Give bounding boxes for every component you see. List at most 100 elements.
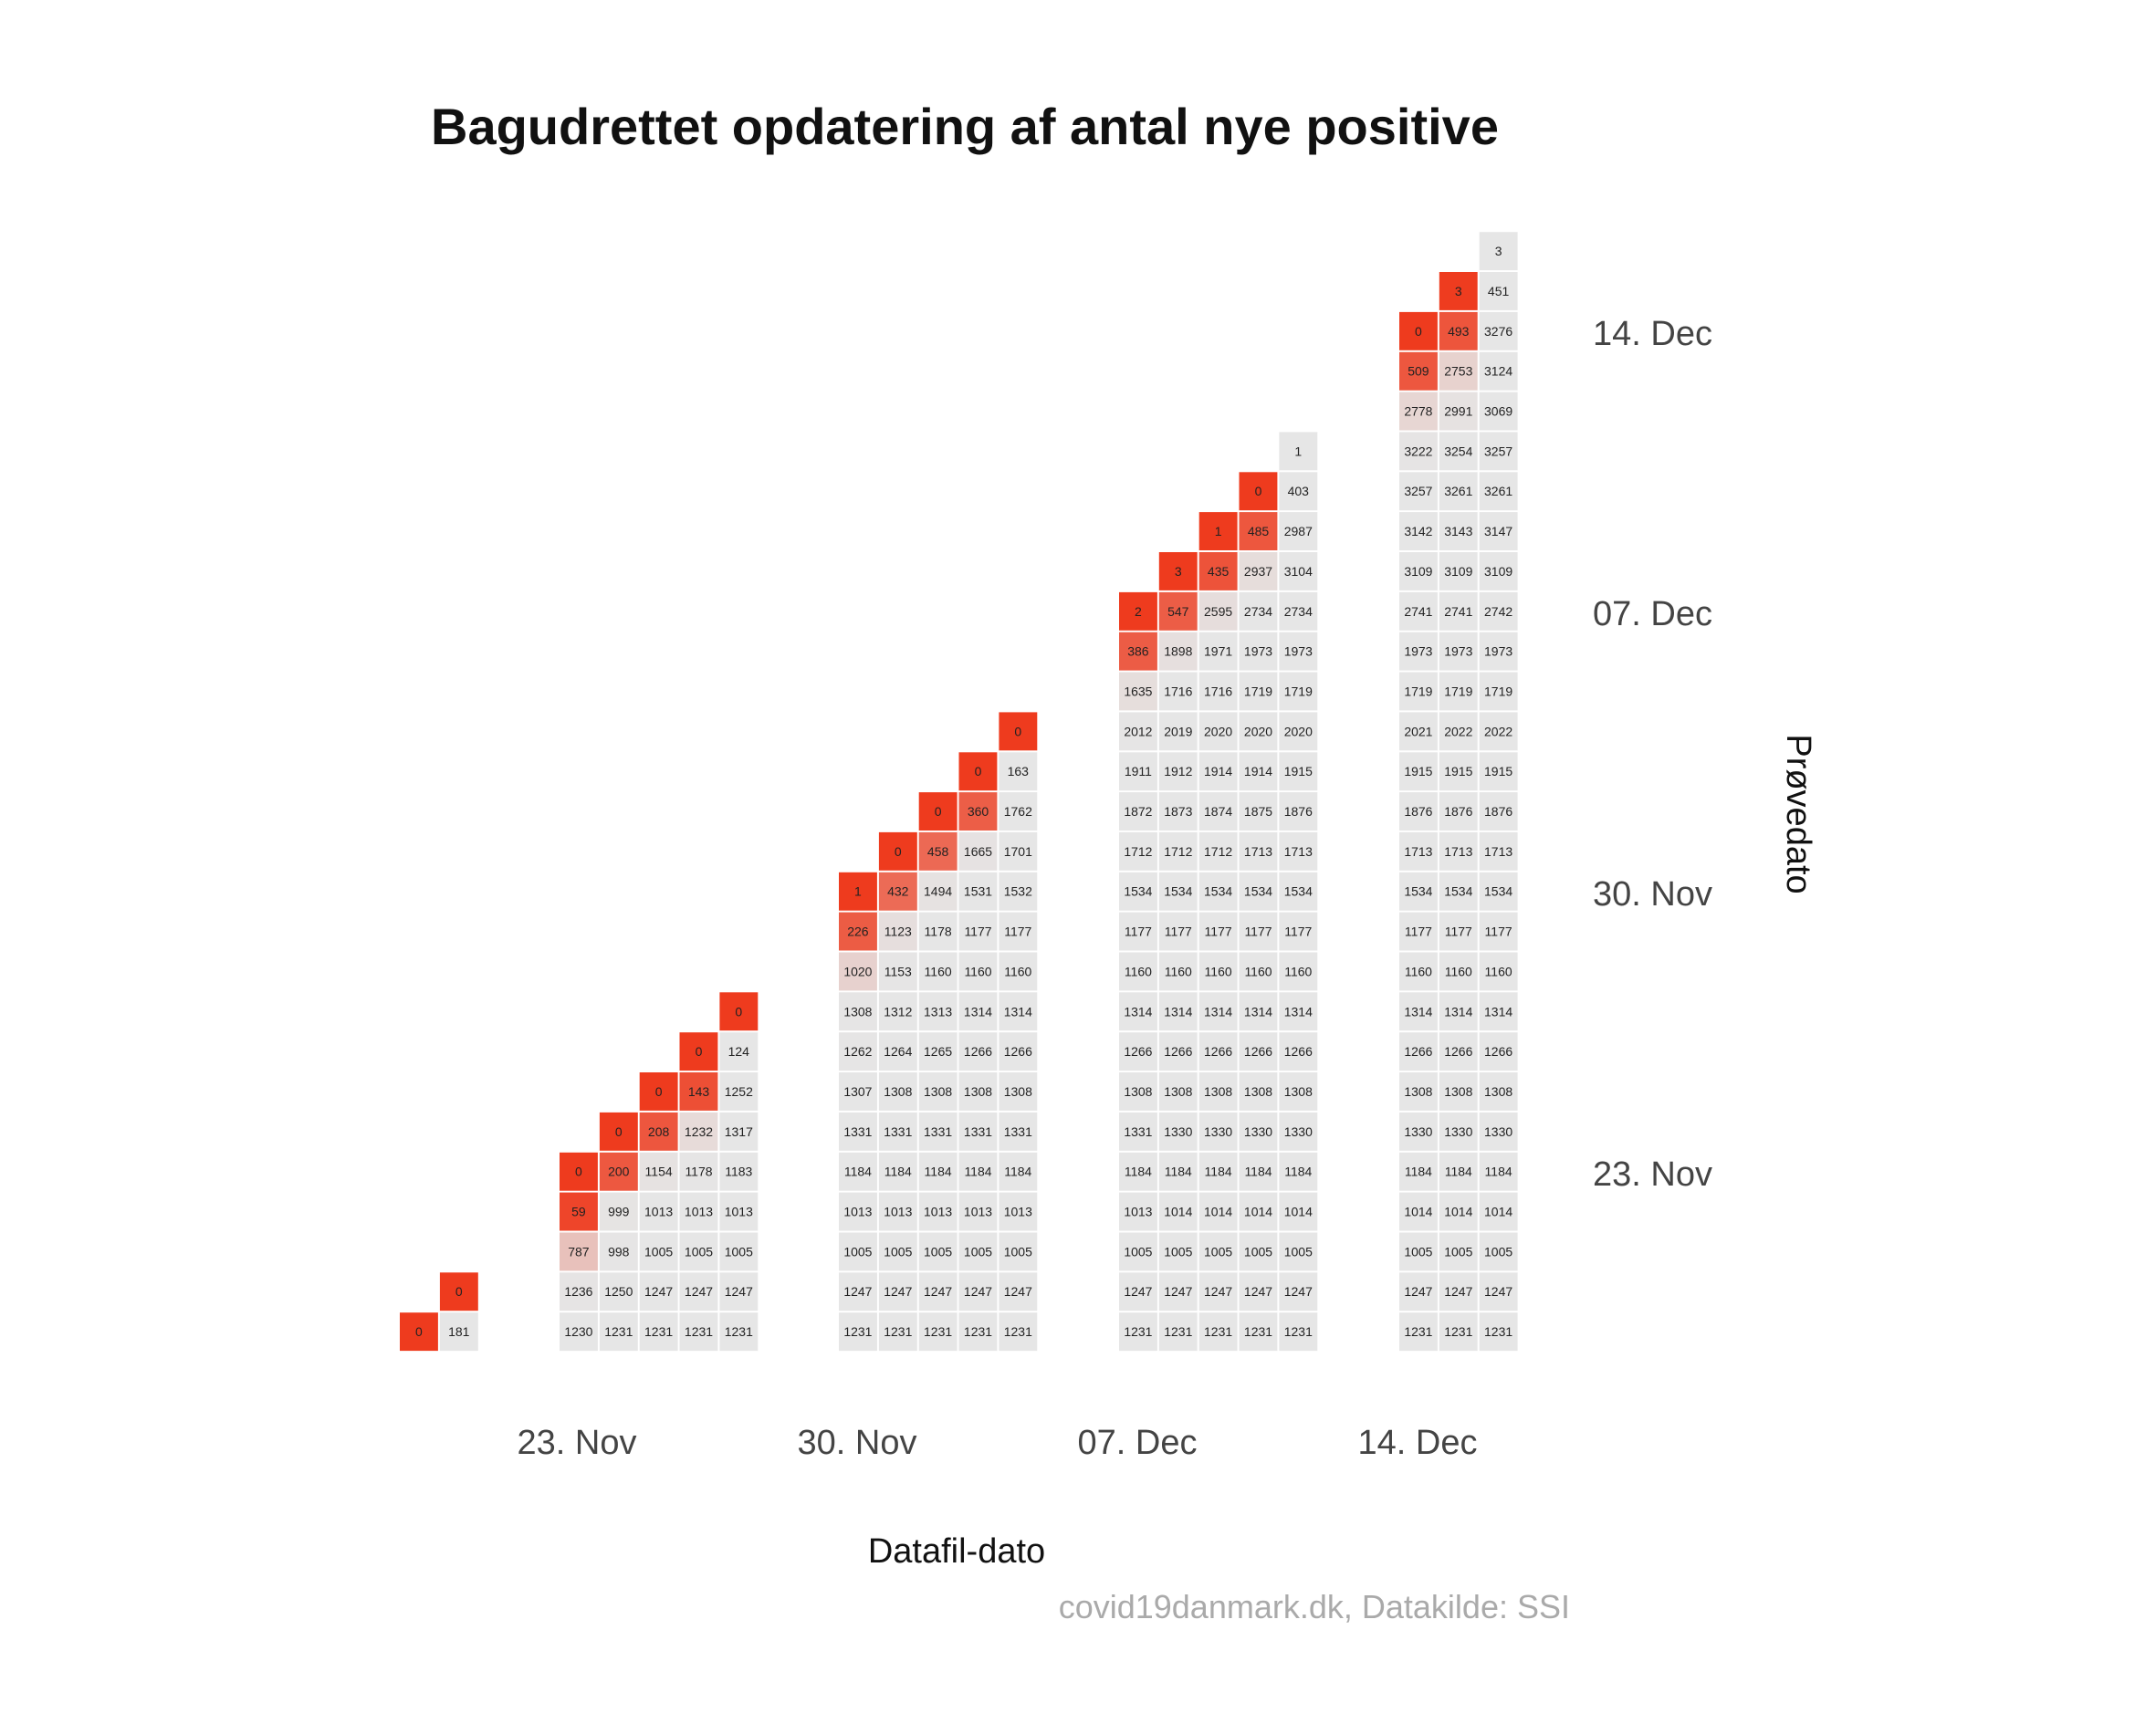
- heatmap-cell: [1119, 1192, 1157, 1231]
- cell-value-label: 0: [415, 1324, 423, 1339]
- cell-value-label: 1872: [1124, 804, 1152, 819]
- cell-value-label: 1160: [1405, 964, 1432, 978]
- y-tick-label: 30. Nov: [1593, 875, 1712, 914]
- cell-value-label: 3257: [1484, 444, 1512, 458]
- heatmap-cell: [1119, 1112, 1157, 1151]
- heatmap-cell: [1399, 872, 1438, 911]
- cell-value-label: 1184: [1405, 1165, 1432, 1179]
- heatmap-cell: [958, 1032, 998, 1071]
- cell-value-label: 1266: [1444, 1044, 1472, 1059]
- heatmap-cell: [1119, 1152, 1157, 1191]
- heatmap-cell: [1119, 712, 1157, 751]
- heatmap-cell: [1439, 712, 1478, 751]
- heatmap-cell: [1158, 1072, 1198, 1111]
- heatmap-cell: [958, 1312, 998, 1352]
- heatmap-cell: [1119, 1272, 1157, 1311]
- cell-value-label: 1231: [1404, 1324, 1432, 1339]
- cell-value-label: 59: [571, 1205, 586, 1219]
- heatmap-cell: [918, 1032, 958, 1071]
- cell-value-label: 1231: [924, 1324, 952, 1339]
- heatmap-cell: [1239, 472, 1278, 511]
- cell-value-label: 0: [696, 1044, 703, 1059]
- heatmap-cell: [1479, 1192, 1518, 1231]
- y-tick-label: 23. Nov: [1593, 1155, 1712, 1194]
- cell-value-label: 2741: [1444, 604, 1472, 619]
- cell-value-label: 1534: [1244, 884, 1272, 899]
- heatmap-cell: [1479, 512, 1518, 550]
- heatmap-cell: [1439, 952, 1478, 991]
- cell-value-label: 2: [1135, 604, 1142, 619]
- cell-value-label: 3: [1175, 564, 1182, 579]
- cell-value-label: 3261: [1444, 484, 1472, 498]
- heatmap-cell: [1239, 1312, 1278, 1352]
- cell-value-label: 1247: [964, 1284, 992, 1299]
- cell-value-label: 1013: [1124, 1205, 1152, 1219]
- cell-value-label: 1330: [1484, 1124, 1512, 1139]
- cell-value-label: 1231: [1004, 1324, 1032, 1339]
- heatmap-cell: [1479, 1152, 1518, 1191]
- heatmap-cell: [999, 1152, 1038, 1191]
- cell-value-label: 3104: [1284, 564, 1313, 579]
- heatmap-cell: [1399, 752, 1438, 791]
- chart-title: Bagudrettet opdatering af antal nye posi…: [431, 98, 1499, 155]
- cell-value-label: 226: [847, 925, 869, 939]
- cell-value-label: 1247: [644, 1284, 673, 1299]
- cell-value-label: 1330: [1164, 1124, 1192, 1139]
- heatmap-cell: [1119, 792, 1157, 831]
- cell-value-label: 1005: [924, 1244, 952, 1259]
- cell-value-label: 1719: [1484, 684, 1512, 699]
- heatmap-cell: [958, 1152, 998, 1191]
- heatmap-cell: [839, 912, 877, 951]
- cell-value-label: 1014: [1404, 1205, 1432, 1219]
- heatmap-cell: [1158, 1232, 1198, 1271]
- heatmap-cell: [719, 1192, 759, 1231]
- heatmap-cell: [1239, 872, 1278, 911]
- heatmap-cell: [878, 912, 917, 951]
- cell-value-label: 1265: [924, 1044, 952, 1059]
- heatmap-cell: [1198, 752, 1238, 791]
- cell-value-label: 0: [455, 1284, 463, 1299]
- cell-value-label: 1308: [1244, 1084, 1272, 1099]
- heatmap-cell: [918, 952, 958, 991]
- heatmap-cell: [1119, 591, 1157, 631]
- heatmap-cell: [439, 1272, 478, 1311]
- cell-value-label: 1911: [1125, 764, 1152, 778]
- heatmap-cell: [639, 1272, 678, 1311]
- cell-value-label: 1231: [1284, 1324, 1313, 1339]
- cell-value-label: 0: [895, 844, 902, 859]
- heatmap-cell: [1479, 311, 1518, 350]
- heatmap-cell: [1279, 872, 1318, 911]
- cell-value-label: 1898: [1164, 644, 1192, 659]
- heatmap-cell: [1198, 1312, 1238, 1352]
- cell-value-label: 1330: [1444, 1124, 1472, 1139]
- heatmap-cell: [719, 1312, 759, 1352]
- cell-value-label: 3124: [1484, 364, 1512, 379]
- cell-value-label: 0: [1014, 724, 1021, 738]
- cell-value-label: 1312: [884, 1004, 912, 1019]
- cell-value-label: 1317: [725, 1124, 753, 1139]
- x-axis-ticks: 23. Nov 30. Nov 07. Dec 14. Dec: [518, 1424, 1478, 1462]
- heatmap-cell: [719, 1112, 759, 1151]
- cell-value-label: 1160: [1284, 964, 1312, 978]
- heatmap-cell: [839, 1152, 877, 1191]
- heatmap-cell: [1399, 392, 1438, 431]
- cell-value-label: 1184: [925, 1165, 952, 1179]
- heatmap-cell: [719, 1032, 759, 1071]
- cell-value-label: 2020: [1204, 724, 1232, 738]
- heatmap-cell: [639, 1152, 678, 1191]
- heatmap-cell: [1158, 952, 1198, 991]
- heatmap-cell: [1439, 432, 1478, 471]
- cell-value-label: 1308: [1404, 1084, 1432, 1099]
- heatmap-cell: [878, 831, 917, 871]
- heatmap-cell: [1158, 1192, 1198, 1231]
- heatmap-cell: [839, 1232, 877, 1271]
- cell-value-label: 1331: [924, 1124, 952, 1139]
- heatmap-cell: [560, 1312, 598, 1352]
- heatmap-cell: [1439, 992, 1478, 1031]
- heatmap-cell: [1158, 1152, 1198, 1191]
- heatmap-cell: [1198, 552, 1238, 590]
- cell-value-label: 2753: [1444, 364, 1472, 379]
- cell-value-label: 1314: [964, 1004, 992, 1019]
- heatmap-cell: [1479, 712, 1518, 751]
- heatmap-cell: [999, 1112, 1038, 1151]
